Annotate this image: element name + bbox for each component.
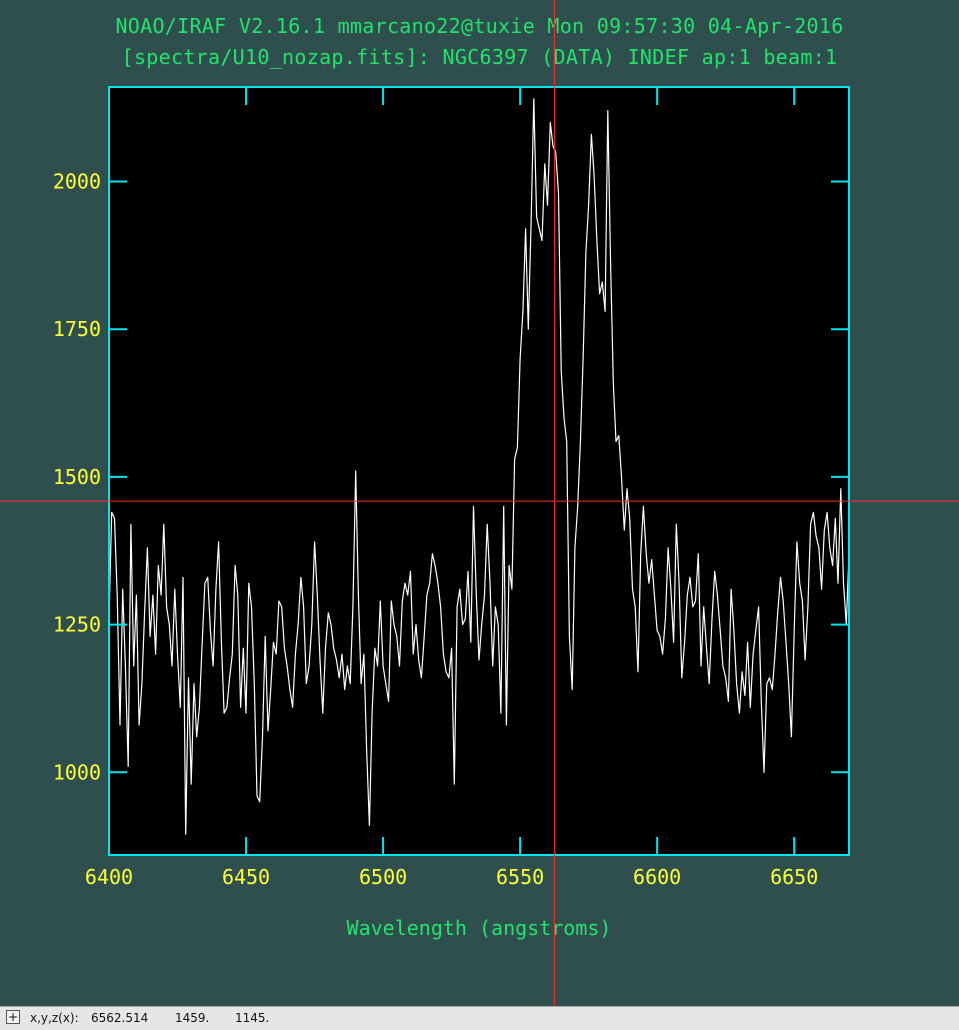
z-coordinate-value: 1145.: [235, 1011, 270, 1025]
plot-title-line2: [spectra/U10_nozap.fits]: NGC6397 (DATA)…: [121, 45, 838, 69]
y-tick-label: 1750: [53, 317, 101, 341]
x-tick-label: 6400: [85, 865, 133, 889]
x-tick-labels: 6400 6450 6500 6550 6600 6650: [85, 865, 818, 889]
x-coordinate-value: 6562.514: [91, 1011, 149, 1025]
plot-window[interactable]: NOAO/IRAF V2.16.1 mmarcano22@tuxie Mon 0…: [0, 0, 959, 1006]
spectrum-plot[interactable]: 6400 6450 6500 6550 6600 6650 1000 1250 1500 175…: [0, 0, 959, 1006]
x-tick-label: 6550: [496, 865, 544, 889]
y-tick-label: 1000: [53, 760, 101, 784]
y-tick-label: 1500: [53, 465, 101, 489]
status-bar: + x,y,z(x): 6562.514 1459. 1145.: [0, 1006, 959, 1030]
axis-ticks: [108, 87, 849, 855]
expand-toggle-icon[interactable]: +: [6, 1010, 20, 1024]
coordinate-label: x,y,z(x):: [30, 1011, 79, 1025]
y-coordinate-value: 1459.: [175, 1011, 210, 1025]
x-tick-label: 6650: [770, 865, 818, 889]
x-axis-label: Wavelength (angstroms): [347, 916, 612, 940]
x-tick-label: 6500: [359, 865, 407, 889]
plot-title-line1: NOAO/IRAF V2.16.1 mmarcano22@tuxie Mon 0…: [115, 14, 844, 38]
y-tick-labels: 1000 1250 1500 1750 2000: [53, 170, 101, 785]
x-tick-label: 6600: [633, 865, 681, 889]
x-tick-label: 6450: [222, 865, 270, 889]
plot-frame: [108, 86, 850, 856]
spectrum-line: [108, 98, 850, 835]
y-tick-label: 1250: [53, 613, 101, 637]
y-tick-label: 2000: [53, 170, 101, 194]
plot-area[interactable]: [109, 87, 849, 855]
